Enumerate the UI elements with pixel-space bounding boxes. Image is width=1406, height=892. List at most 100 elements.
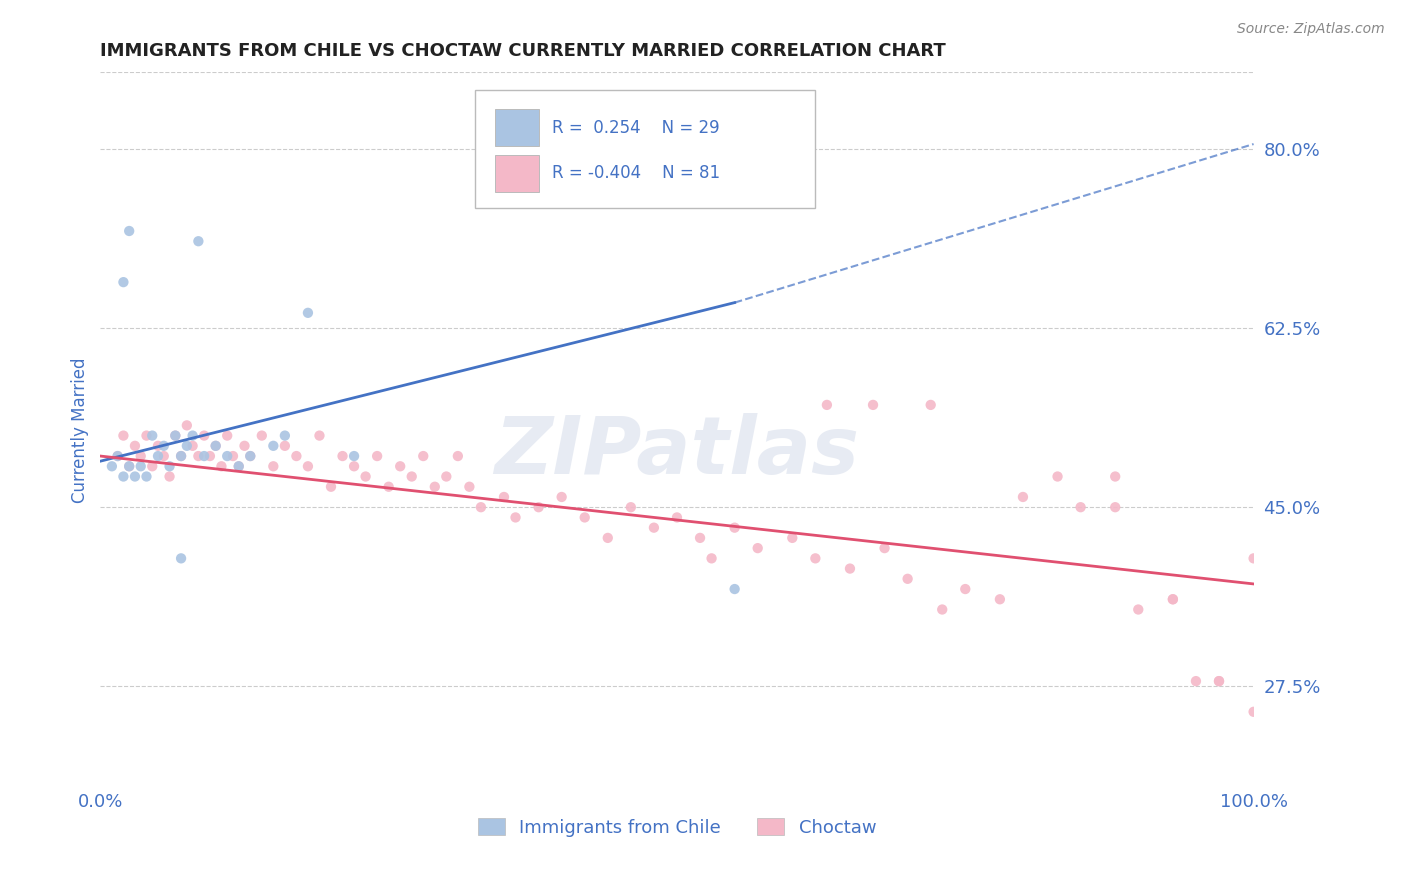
Point — [343, 449, 366, 463]
Point — [181, 439, 204, 453]
Point — [181, 428, 204, 442]
Point — [146, 449, 169, 463]
Point — [1012, 490, 1035, 504]
Point — [204, 439, 226, 453]
Point — [217, 428, 239, 442]
Point — [815, 398, 838, 412]
Point — [193, 449, 215, 463]
Point — [423, 480, 446, 494]
Point — [920, 398, 942, 412]
Point — [1208, 674, 1230, 689]
Point — [297, 306, 319, 320]
Text: ZIPatlas: ZIPatlas — [495, 413, 859, 491]
Point — [447, 449, 470, 463]
Point — [1104, 500, 1126, 515]
Point — [124, 439, 146, 453]
Point — [152, 439, 174, 453]
Point — [107, 449, 129, 463]
Point — [862, 398, 884, 412]
Point — [401, 469, 423, 483]
Point — [596, 531, 619, 545]
Point — [931, 602, 953, 616]
Point — [239, 449, 262, 463]
Point — [1243, 551, 1265, 566]
Point — [343, 459, 366, 474]
Point — [165, 428, 187, 442]
Point — [1046, 469, 1069, 483]
Point — [492, 490, 515, 504]
Point — [112, 428, 135, 442]
Point — [129, 449, 152, 463]
Point — [873, 541, 896, 555]
Point — [209, 459, 232, 474]
Point — [159, 459, 181, 474]
Point — [1104, 469, 1126, 483]
FancyBboxPatch shape — [495, 109, 538, 146]
Point — [839, 561, 862, 575]
Point — [217, 449, 239, 463]
Point — [124, 469, 146, 483]
Text: R = -0.404    N = 81: R = -0.404 N = 81 — [553, 164, 720, 182]
Point — [170, 449, 193, 463]
Point — [412, 449, 434, 463]
Point — [354, 469, 377, 483]
Point — [366, 449, 388, 463]
Point — [804, 551, 827, 566]
Point — [319, 480, 342, 494]
Point — [135, 469, 157, 483]
Point — [129, 459, 152, 474]
Point — [505, 510, 527, 524]
Point — [228, 459, 250, 474]
Point — [1128, 602, 1150, 616]
Point — [308, 428, 330, 442]
Point — [1185, 674, 1208, 689]
Point — [176, 439, 198, 453]
Point — [274, 428, 297, 442]
Point — [146, 439, 169, 453]
Point — [747, 541, 769, 555]
Point — [107, 449, 129, 463]
Point — [228, 459, 250, 474]
Point — [101, 459, 124, 474]
Point — [170, 551, 193, 566]
Point — [250, 428, 273, 442]
Point — [187, 234, 209, 248]
Point — [176, 418, 198, 433]
Point — [689, 531, 711, 545]
Point — [1161, 592, 1184, 607]
Point — [1243, 705, 1265, 719]
Point — [955, 582, 977, 596]
Point — [470, 500, 492, 515]
Point — [665, 510, 688, 524]
Point — [297, 459, 319, 474]
Point — [1070, 500, 1092, 515]
Point — [377, 480, 399, 494]
Point — [233, 439, 256, 453]
Legend: Immigrants from Chile, Choctaw: Immigrants from Chile, Choctaw — [471, 811, 883, 844]
Point — [187, 449, 209, 463]
Point — [574, 510, 596, 524]
Point — [222, 449, 245, 463]
Point — [988, 592, 1011, 607]
FancyBboxPatch shape — [495, 155, 538, 192]
Point — [897, 572, 920, 586]
Point — [724, 582, 747, 596]
Point — [198, 449, 221, 463]
Point — [112, 275, 135, 289]
Point — [724, 521, 747, 535]
Text: Source: ZipAtlas.com: Source: ZipAtlas.com — [1237, 22, 1385, 37]
Point — [285, 449, 308, 463]
Point — [112, 469, 135, 483]
Point — [1208, 674, 1230, 689]
Point — [782, 531, 804, 545]
Point — [389, 459, 412, 474]
Point — [118, 224, 141, 238]
FancyBboxPatch shape — [475, 90, 815, 209]
Point — [141, 459, 163, 474]
Point — [165, 428, 187, 442]
Point — [550, 490, 572, 504]
Point — [239, 449, 262, 463]
Point — [118, 459, 141, 474]
Point — [434, 469, 457, 483]
Point — [458, 480, 481, 494]
